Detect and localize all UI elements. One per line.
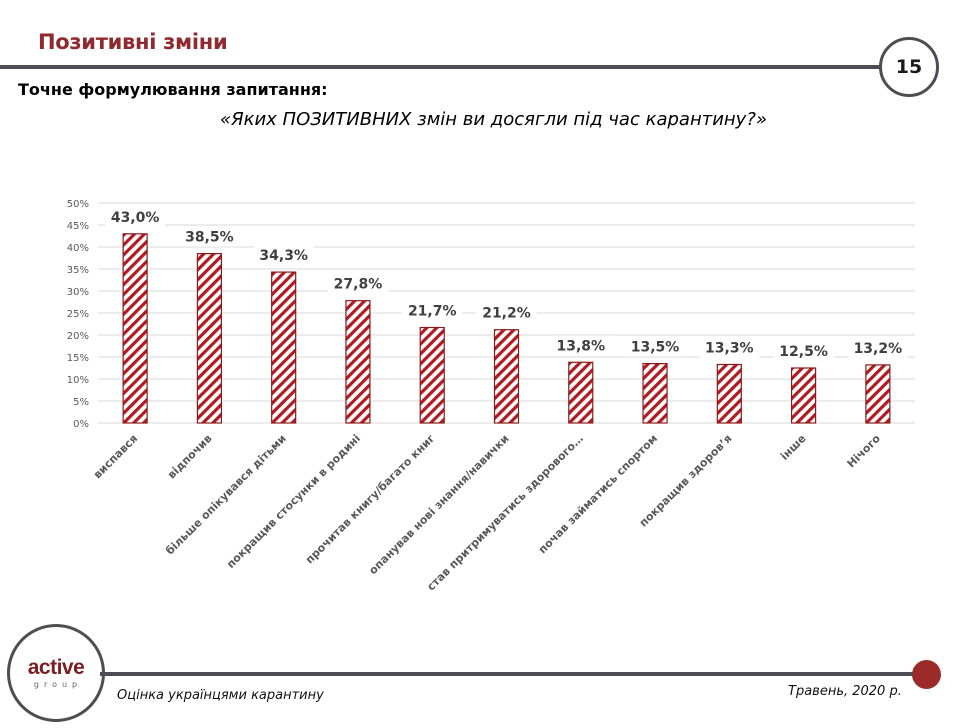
data-label: 21,2% (482, 306, 531, 322)
footer-divider (100, 672, 918, 676)
bar (196, 253, 223, 424)
x-tick-label: відпочив (165, 432, 215, 482)
bar (865, 364, 891, 424)
data-label-background (402, 300, 463, 321)
question-label: Точне формулювання запитання: (18, 80, 328, 99)
bars (122, 233, 891, 424)
data-label: 13,5% (631, 340, 680, 356)
x-tick-label: більше опікувався дітьми (163, 432, 288, 557)
y-tick-label: 15% (67, 353, 89, 364)
x-tick-label: Нічого (845, 432, 884, 471)
bar (493, 329, 520, 424)
data-label-background (476, 302, 537, 323)
data-label-background (847, 337, 908, 358)
page-number: 15 (895, 56, 923, 78)
page-number-badge: 15 (879, 37, 939, 97)
x-tick-label: покращив стосунки в родині (224, 432, 363, 571)
data-label-background (327, 273, 388, 294)
logo-subtext: group (33, 680, 83, 689)
x-tick-label: інше (778, 432, 809, 463)
data-label: 12,5% (779, 344, 828, 360)
data-label: 13,3% (705, 340, 754, 356)
data-label: 13,2% (854, 341, 903, 357)
y-tick-label: 20% (67, 331, 89, 342)
y-tick-label: 30% (67, 287, 89, 298)
bar (568, 361, 594, 424)
data-label: 38,5% (185, 230, 234, 246)
data-label-background (179, 226, 240, 247)
company-logo: active group (7, 624, 105, 722)
data-label-background (773, 341, 834, 361)
x-tick-label: прочитав книгу/багато книг (303, 432, 438, 567)
bar (271, 271, 297, 424)
question-text: «Яких ПОЗИТИВНИХ змін ви досягли під час… (220, 109, 767, 130)
data-label-background (625, 336, 686, 357)
y-tick-label: 50% (67, 199, 89, 210)
bar (419, 326, 445, 424)
bar-chart: 0% 5% 10% 15% 20% 25% 30% 35% 40% 45% 50% 43,0% 38,… (67, 199, 915, 594)
y-tick-label: 10% (67, 375, 89, 386)
bar (790, 367, 817, 424)
data-label: 34,3% (259, 248, 308, 264)
data-label-background (550, 335, 611, 356)
y-tick-label: 40% (67, 243, 89, 254)
data-label-background (105, 206, 166, 227)
survey-name: Оцінка українцями карантину (117, 688, 324, 703)
x-tick-label: став притримуватись здорового… (424, 432, 585, 593)
report-date: Травень, 2020 р. (788, 684, 902, 699)
y-tick-label: 25% (67, 309, 89, 320)
x-tick-label: почав займатись спортом (536, 432, 660, 556)
y-tick-label: 45% (67, 221, 89, 232)
header-divider (0, 65, 880, 69)
footer-dot (912, 660, 941, 689)
y-axis-ticks: 0% 5% 10% 15% 20% 25% 30% 35% 40% 45% 50% (67, 199, 89, 430)
x-tick-label: опанував нові знання/навички (366, 432, 511, 577)
section-title: Позитивні зміни (38, 30, 228, 54)
data-label-background (253, 245, 314, 266)
y-tick-label: 5% (73, 397, 89, 408)
y-tick-label: 35% (67, 265, 89, 276)
bar (642, 363, 668, 424)
data-label: 43,0% (111, 210, 160, 226)
bar (345, 300, 371, 424)
data-label: 27,8% (334, 277, 383, 293)
data-labels: 43,0% 38,5% 34,3% 27,8% 21,7% 21,2% 13,8% 13,5%… (105, 206, 908, 361)
bar (716, 363, 742, 424)
data-label: 21,7% (408, 304, 457, 320)
bar (122, 233, 148, 424)
data-label-background (699, 337, 760, 358)
y-tick-label: 0% (73, 419, 89, 430)
x-tick-label: виспався (91, 432, 140, 481)
logo-wordmark: active (27, 656, 85, 679)
data-label: 13,8% (556, 338, 605, 354)
